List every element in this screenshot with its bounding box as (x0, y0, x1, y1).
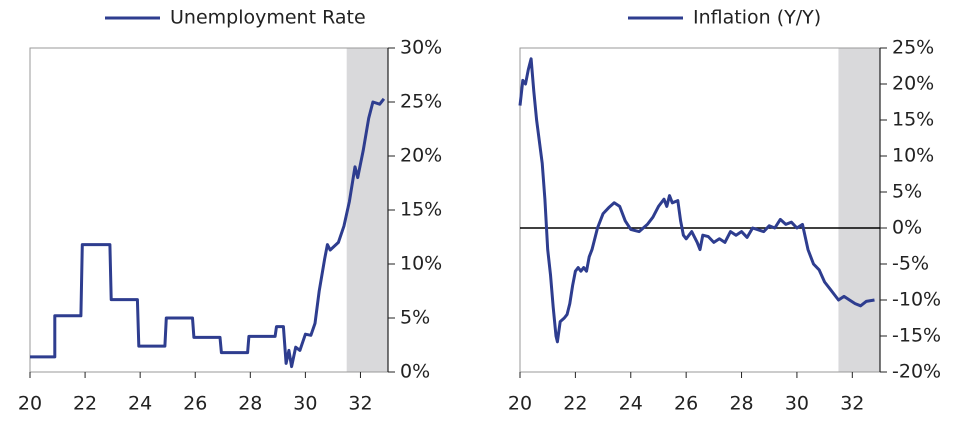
x-tick-label: 30 (293, 393, 317, 415)
x-tick-label: 32 (840, 393, 864, 415)
y-tick-label: 10% (892, 145, 934, 167)
x-tick-label: 20 (508, 393, 532, 415)
legend-label: Inflation (Y/Y) (693, 7, 821, 29)
y-tick-label: 10% (400, 253, 442, 275)
y-tick-label: 15% (892, 109, 934, 131)
legend-label: Unemployment Rate (170, 7, 366, 29)
x-tick-label: 24 (619, 393, 643, 415)
data-line (30, 97, 386, 369)
y-tick-label: 5% (400, 307, 430, 329)
y-tick-label: 25% (400, 91, 442, 113)
plot-frame (519, 47, 880, 373)
x-tick-label: 24 (128, 393, 152, 415)
y-tick-label: 0% (892, 217, 922, 239)
x-tick-label: 20 (18, 393, 42, 415)
x-tick-label: 26 (674, 393, 698, 415)
y-tick-label: 5% (892, 181, 922, 203)
x-tick-label: 28 (238, 393, 262, 415)
y-tick-label: 15% (400, 199, 442, 221)
x-tick-label: 22 (563, 393, 587, 415)
y-tick-label: -15% (892, 325, 941, 347)
x-tick-label: 26 (183, 393, 207, 415)
y-tick-label: 25% (892, 37, 934, 59)
forecast-shade (838, 48, 880, 372)
plot-frame (29, 47, 388, 373)
x-tick-label: 30 (785, 393, 809, 415)
y-tick-label: 30% (400, 37, 442, 59)
y-tick-label: -10% (892, 289, 941, 311)
y-tick-label: 20% (892, 73, 934, 95)
x-tick-label: 28 (729, 393, 753, 415)
x-tick-label: 22 (73, 393, 97, 415)
y-tick-label: 0% (400, 361, 430, 383)
data-line (518, 57, 875, 344)
y-tick-label: -20% (892, 361, 941, 383)
x-tick-label: 32 (348, 393, 372, 415)
forecast-shade (346, 48, 388, 372)
y-tick-label: 20% (400, 145, 442, 167)
y-tick-label: -5% (892, 253, 929, 275)
